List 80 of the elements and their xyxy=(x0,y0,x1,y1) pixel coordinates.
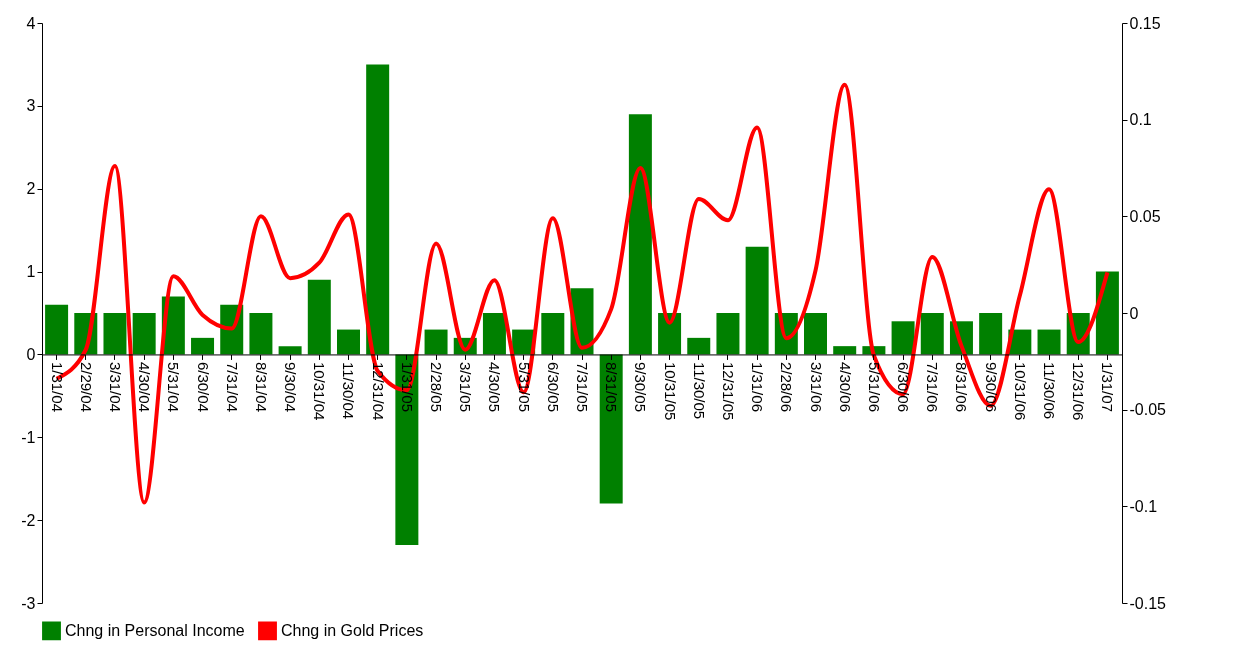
bar xyxy=(307,279,331,355)
x-tick-label: 6/30/05 xyxy=(544,361,562,412)
bar xyxy=(804,313,828,355)
y-tick-label: -2 xyxy=(21,511,36,529)
bar xyxy=(979,313,1003,355)
bar xyxy=(891,321,915,355)
bar xyxy=(541,313,565,355)
y-tick-label: 2 xyxy=(26,180,36,198)
x-tick-label: 4/30/06 xyxy=(836,361,854,412)
x-tick-label: 10/31/04 xyxy=(311,361,329,421)
bar xyxy=(628,114,652,355)
y2-tick-label: -0.05 xyxy=(1129,401,1167,419)
x-tick-label: 7/31/06 xyxy=(924,361,942,412)
x-tick-label: 8/31/05 xyxy=(603,361,621,412)
x-tick-label: 1/31/07 xyxy=(1099,361,1117,412)
bar xyxy=(716,313,740,355)
x-tick-label: 6/30/06 xyxy=(895,361,913,412)
x-tick-label: 2/28/05 xyxy=(428,361,446,412)
x-tick-label: 8/31/06 xyxy=(953,361,971,412)
x-tick-label: 10/31/05 xyxy=(661,361,679,421)
x-tick-label: 12/31/06 xyxy=(1070,361,1088,421)
x-tick-label: 9/30/06 xyxy=(982,361,1000,412)
bar xyxy=(103,313,127,355)
x-tick-label: 1/31/04 xyxy=(48,361,66,412)
legend-label: Chng in Gold Prices xyxy=(281,621,424,639)
bar xyxy=(45,304,69,355)
x-tick-label: 1/31/05 xyxy=(398,361,416,412)
x-tick-label: 7/31/05 xyxy=(574,361,591,412)
y-tick-label: 0 xyxy=(26,345,36,363)
y2-tick-label: 0 xyxy=(1129,304,1139,322)
bar xyxy=(336,329,360,355)
x-tick-label: 11/30/05 xyxy=(690,361,708,420)
x-tick-label: 3/31/04 xyxy=(106,361,124,412)
y2-tick-label: -0.1 xyxy=(1129,497,1158,515)
y2-tick-label: -0.15 xyxy=(1129,594,1167,612)
x-tick-label: 4/30/04 xyxy=(136,361,154,412)
x-tick-label: 10/31/06 xyxy=(1011,361,1029,421)
legend-label: Chng in Personal Income xyxy=(65,621,245,639)
y-tick-label: -1 xyxy=(21,428,36,446)
y-tick-label: 3 xyxy=(26,97,36,115)
bar xyxy=(482,313,506,355)
y-tick-label: 4 xyxy=(26,14,36,32)
x-tick-label: 11/30/04 xyxy=(340,361,358,420)
x-tick-label: 9/30/05 xyxy=(632,361,650,412)
x-tick-label: 2/29/04 xyxy=(77,361,95,412)
bar xyxy=(1095,271,1119,355)
x-tick-label: 12/31/05 xyxy=(719,361,737,421)
x-tick-label: 8/31/04 xyxy=(252,361,270,412)
x-tick-label: 5/31/06 xyxy=(865,361,883,412)
bar xyxy=(687,337,711,355)
bar xyxy=(249,313,273,355)
bar xyxy=(745,246,769,355)
x-tick-label: 5/31/05 xyxy=(515,361,533,412)
y-tick-label: -3 xyxy=(21,594,36,612)
x-tick-label: 11/30/06 xyxy=(1041,361,1059,420)
bar xyxy=(599,354,623,504)
bar xyxy=(920,313,944,355)
y-tick-label: 1 xyxy=(26,263,36,281)
bar xyxy=(395,354,419,545)
x-tick-label: 7/31/04 xyxy=(223,361,241,412)
x-tick-label: 9/30/04 xyxy=(282,361,300,412)
bar xyxy=(424,329,448,355)
bar xyxy=(191,337,215,355)
x-tick-label: 12/31/04 xyxy=(369,361,387,421)
x-tick-label: 3/31/05 xyxy=(457,361,475,412)
bar xyxy=(1037,329,1061,355)
x-tick-label: 2/28/06 xyxy=(778,361,796,412)
bar xyxy=(366,64,390,355)
bar xyxy=(833,346,857,355)
y2-tick-label: 0.1 xyxy=(1129,111,1152,129)
y2-tick-label: 0.05 xyxy=(1129,207,1161,225)
x-tick-label: 4/30/05 xyxy=(486,361,504,412)
x-tick-label: 5/31/04 xyxy=(165,361,183,412)
x-tick-label: 3/31/06 xyxy=(807,361,825,412)
x-tick-label: 1/31/06 xyxy=(749,361,767,412)
bar xyxy=(132,313,156,355)
x-tick-label: 6/30/04 xyxy=(194,361,212,412)
bar xyxy=(658,313,682,355)
y2-tick-label: 0.15 xyxy=(1129,14,1161,32)
bar xyxy=(278,346,302,355)
